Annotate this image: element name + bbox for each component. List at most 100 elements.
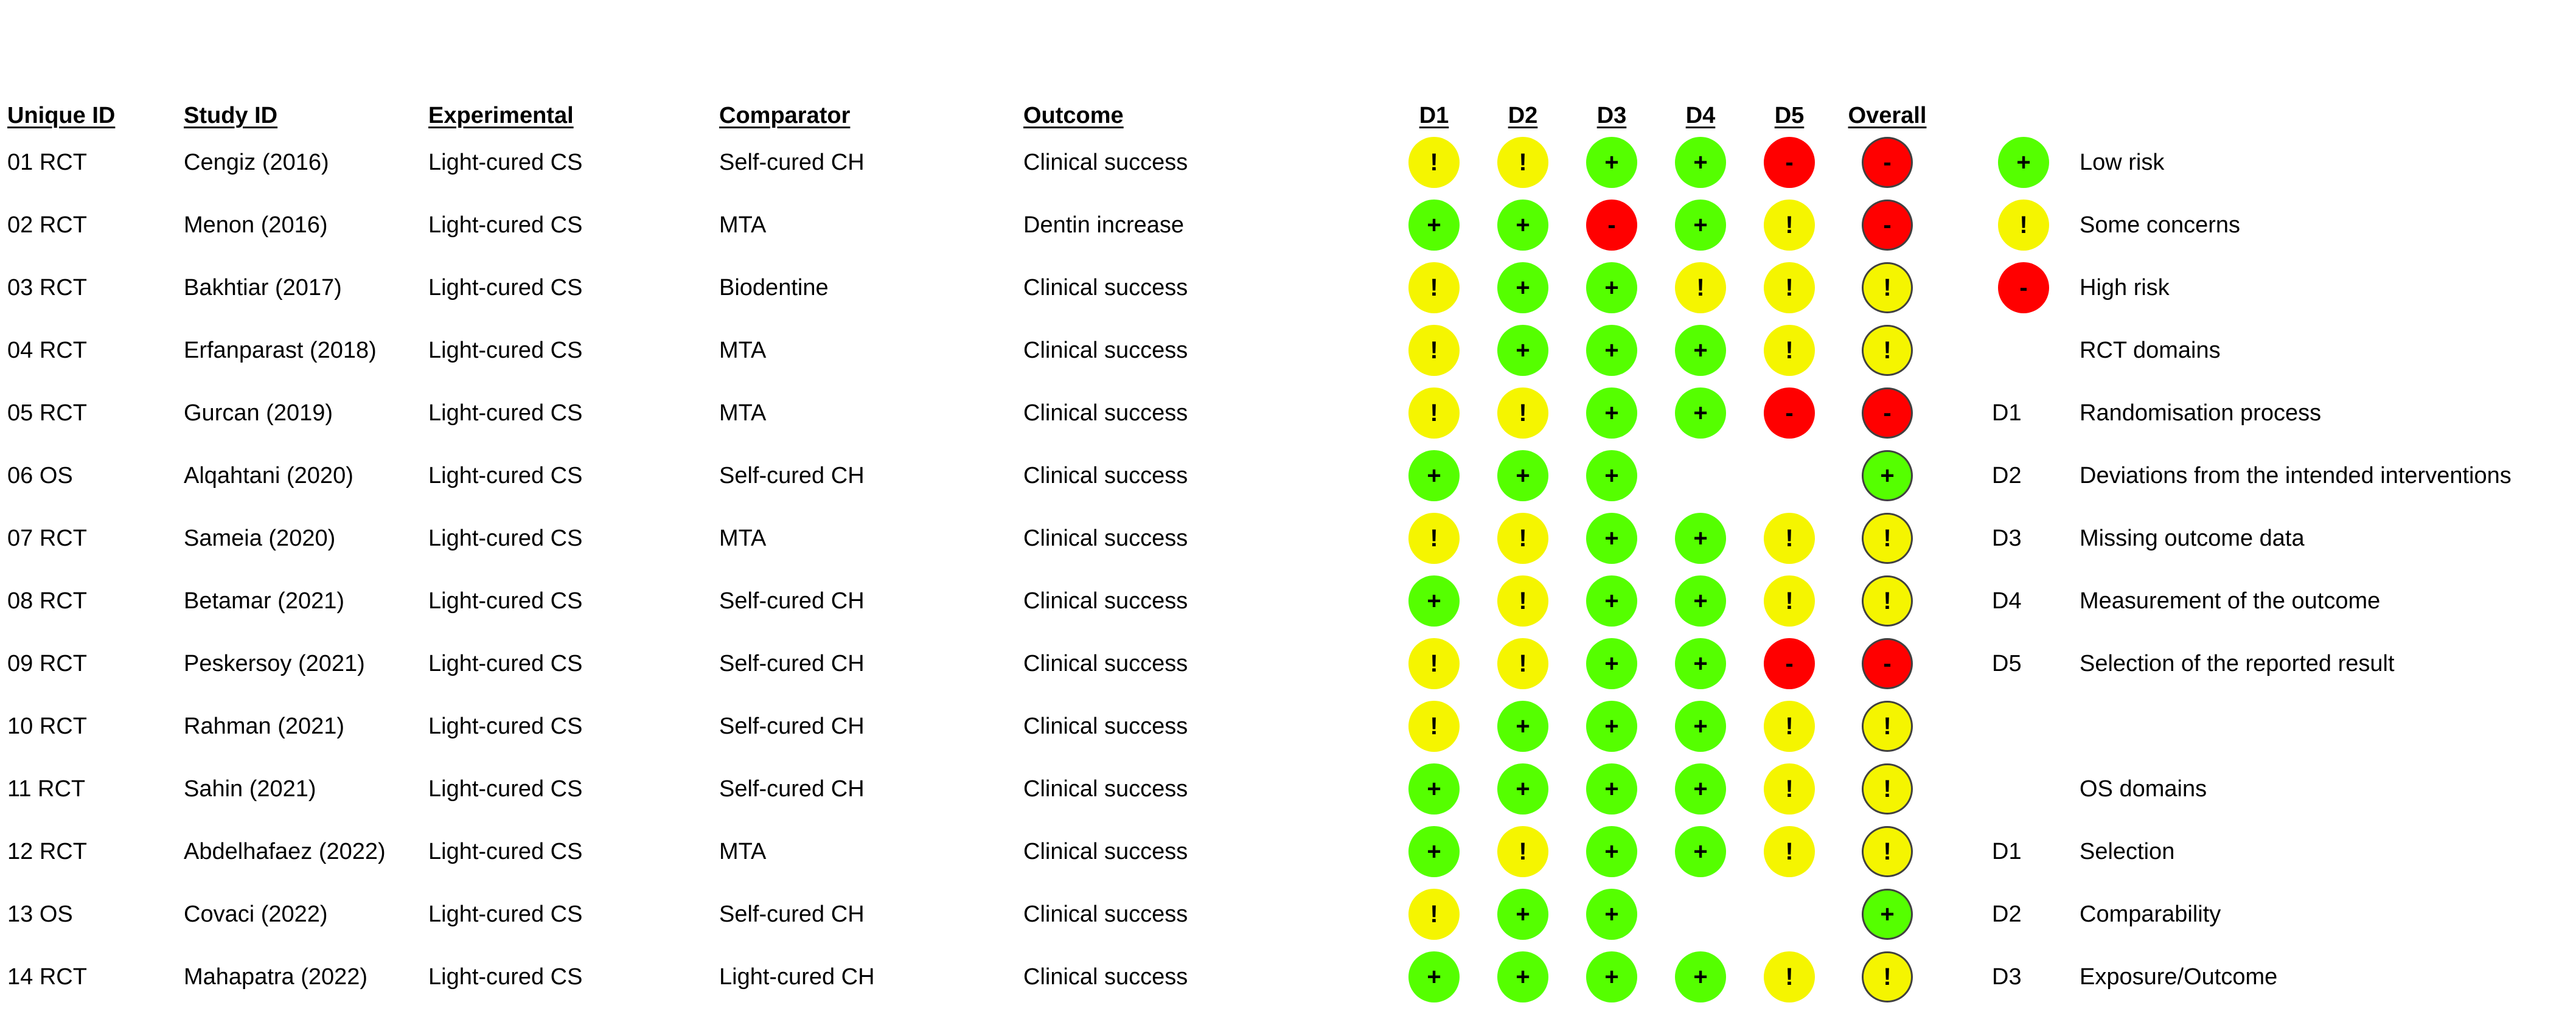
cell-comparator: Self-cured CH <box>719 714 865 739</box>
cell-comparator: Self-cured CH <box>719 150 865 175</box>
judgement-some-icon: ! <box>1764 951 1815 1002</box>
legend-rct-title: RCT domains <box>2080 338 2221 363</box>
judgement-low-icon: + <box>1497 889 1548 940</box>
judgement-high-icon: - <box>1764 387 1815 439</box>
legend-domain-label: Deviations from the intended interventio… <box>2080 463 2512 488</box>
cell-outcome: Clinical success <box>1023 964 1188 990</box>
cell-outcome: Dentin increase <box>1023 212 1185 238</box>
judgement-low-icon: + <box>1586 325 1637 376</box>
legend-domain-code: D1 <box>1992 839 2022 864</box>
legend-some-icon: ! <box>1998 200 2049 251</box>
legend-domain-code: D2 <box>1992 463 2022 488</box>
cell-comparator: Self-cured CH <box>719 463 865 488</box>
cell-experimental: Light-cured CS <box>428 400 583 426</box>
cell-comparator: MTA <box>719 212 767 238</box>
cell-experimental: Light-cured CS <box>428 526 583 551</box>
judgement-low-icon: + <box>1586 826 1637 877</box>
judgement-some-icon: ! <box>1497 513 1548 564</box>
cell-experimental: Light-cured CS <box>428 964 583 990</box>
judgement-some-icon: ! <box>1497 387 1548 439</box>
legend-label: High risk <box>2080 275 2170 301</box>
judgement-some-icon: ! <box>1497 575 1548 627</box>
legend-domain-code: D3 <box>1992 526 2022 551</box>
legend-domain-label: Selection <box>2080 839 2175 864</box>
header-study-id: Study ID <box>184 103 278 128</box>
overall-some-icon: ! <box>1862 701 1913 752</box>
cell-study-id: Betamar (2021) <box>184 588 345 614</box>
judgement-low-icon: + <box>1408 951 1460 1002</box>
judgement-low-icon: + <box>1497 701 1548 752</box>
judgement-some-icon: ! <box>1408 325 1460 376</box>
judgement-low-icon: + <box>1586 450 1637 501</box>
cell-outcome: Clinical success <box>1023 902 1188 927</box>
cell-study-id: Erfanparast (2018) <box>184 338 377 363</box>
judgement-low-icon: + <box>1675 325 1726 376</box>
judgement-high-icon: - <box>1586 200 1637 251</box>
judgement-low-icon: + <box>1497 450 1548 501</box>
judgement-some-icon: ! <box>1764 763 1815 815</box>
cell-unique-id: 14 RCT <box>7 964 87 990</box>
legend-domain-label: Comparability <box>2080 902 2221 927</box>
cell-unique-id: 01 RCT <box>7 150 87 175</box>
header-unique-id: Unique ID <box>7 103 116 128</box>
cell-unique-id: 10 RCT <box>7 714 87 739</box>
cell-outcome: Clinical success <box>1023 400 1188 426</box>
cell-experimental: Light-cured CS <box>428 588 583 614</box>
cell-unique-id: 07 RCT <box>7 526 87 551</box>
legend-domain-code: D1 <box>1992 400 2022 426</box>
cell-unique-id: 13 OS <box>7 902 73 927</box>
header-d1: D1 <box>1419 103 1449 128</box>
cell-experimental: Light-cured CS <box>428 902 583 927</box>
cell-unique-id: 04 RCT <box>7 338 87 363</box>
judgement-high-icon: - <box>1764 137 1815 188</box>
cell-study-id: Abdelhafaez (2022) <box>184 839 386 864</box>
cell-experimental: Light-cured CS <box>428 275 583 301</box>
judgement-some-icon: ! <box>1764 513 1815 564</box>
cell-study-id: Alqahtani (2020) <box>184 463 353 488</box>
legend-domain-label: Exposure/Outcome <box>2080 964 2278 990</box>
header-d5: D5 <box>1774 103 1805 128</box>
judgement-low-icon: + <box>1497 325 1548 376</box>
cell-outcome: Clinical success <box>1023 651 1188 676</box>
judgement-low-icon: + <box>1497 763 1548 815</box>
judgement-low-icon: + <box>1675 763 1726 815</box>
header-d4: D4 <box>1685 103 1716 128</box>
judgement-some-icon: ! <box>1408 387 1460 439</box>
cell-unique-id: 03 RCT <box>7 275 87 301</box>
judgement-high-icon: - <box>1764 638 1815 689</box>
cell-comparator: Self-cured CH <box>719 588 865 614</box>
overall-some-icon: ! <box>1862 763 1913 815</box>
judgement-low-icon: + <box>1675 638 1726 689</box>
cell-outcome: Clinical success <box>1023 526 1188 551</box>
legend-high-icon: - <box>1998 262 2049 313</box>
cell-comparator: Self-cured CH <box>719 651 865 676</box>
judgement-low-icon: + <box>1497 200 1548 251</box>
cell-unique-id: 09 RCT <box>7 651 87 676</box>
cell-unique-id: 06 OS <box>7 463 73 488</box>
cell-comparator: Light-cured CH <box>719 964 875 990</box>
cell-outcome: Clinical success <box>1023 338 1188 363</box>
cell-study-id: Sameia (2020) <box>184 526 336 551</box>
overall-low-icon: + <box>1862 889 1913 940</box>
cell-study-id: Gurcan (2019) <box>184 400 333 426</box>
legend-domain-label: Randomisation process <box>2080 400 2322 426</box>
cell-study-id: Menon (2016) <box>184 212 328 238</box>
judgement-low-icon: + <box>1675 701 1726 752</box>
overall-high-icon: - <box>1862 387 1913 439</box>
judgement-some-icon: ! <box>1497 638 1548 689</box>
cell-comparator: Self-cured CH <box>719 776 865 802</box>
judgement-low-icon: + <box>1497 951 1548 1002</box>
judgement-low-icon: + <box>1586 763 1637 815</box>
judgement-low-icon: + <box>1586 951 1637 1002</box>
judgement-low-icon: + <box>1586 889 1637 940</box>
cell-comparator: Self-cured CH <box>719 902 865 927</box>
header-experimental: Experimental <box>428 103 574 128</box>
legend-label: Low risk <box>2080 150 2165 175</box>
judgement-some-icon: ! <box>1675 262 1726 313</box>
judgement-some-icon: ! <box>1497 826 1548 877</box>
cell-outcome: Clinical success <box>1023 150 1188 175</box>
cell-outcome: Clinical success <box>1023 714 1188 739</box>
cell-outcome: Clinical success <box>1023 463 1188 488</box>
cell-experimental: Light-cured CS <box>428 839 583 864</box>
